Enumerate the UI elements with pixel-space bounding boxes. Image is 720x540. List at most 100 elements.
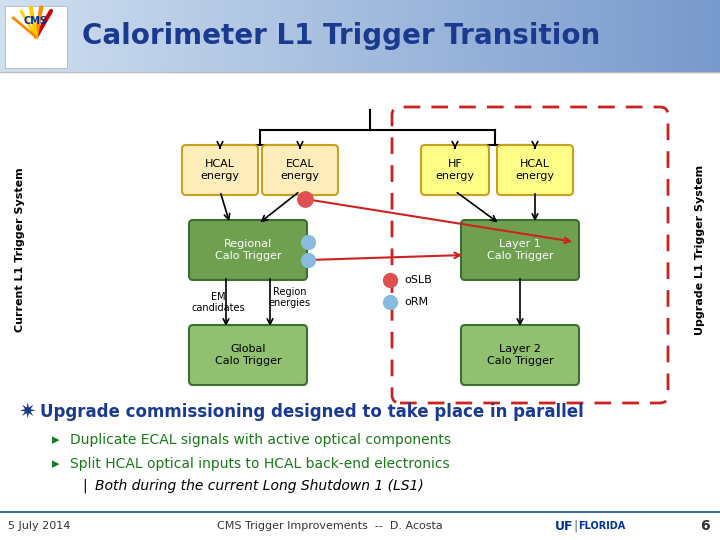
Bar	[461, 0, 462, 72]
Bar	[500, 0, 501, 72]
Bar	[536, 0, 537, 72]
Bar	[358, 0, 359, 72]
Bar	[399, 0, 400, 72]
Bar	[190, 0, 191, 72]
Bar	[444, 0, 445, 72]
Bar	[253, 0, 254, 72]
Bar	[599, 0, 600, 72]
Bar	[572, 0, 573, 72]
Bar	[270, 0, 271, 72]
Bar	[515, 0, 516, 72]
Bar	[508, 0, 509, 72]
Bar	[228, 0, 229, 72]
Bar	[199, 0, 200, 72]
Bar	[639, 0, 640, 72]
Bar	[636, 0, 637, 72]
Bar	[212, 0, 213, 72]
Bar	[524, 0, 525, 72]
Bar	[420, 0, 421, 72]
Bar	[495, 0, 496, 72]
Bar	[667, 0, 668, 72]
Bar	[407, 0, 408, 72]
Bar	[700, 0, 701, 72]
Bar	[411, 0, 412, 72]
Bar	[601, 0, 602, 72]
Bar	[574, 0, 575, 72]
Bar	[69, 0, 70, 72]
Bar	[685, 0, 686, 72]
Bar	[558, 0, 559, 72]
Text: HCAL
energy: HCAL energy	[200, 159, 240, 181]
Bar	[13, 0, 14, 72]
Bar	[359, 0, 360, 72]
Bar	[177, 0, 178, 72]
Bar	[363, 0, 364, 72]
Bar	[137, 0, 138, 72]
Bar	[208, 0, 209, 72]
Bar	[156, 0, 157, 72]
Bar	[157, 0, 158, 72]
Bar	[125, 0, 126, 72]
Bar	[311, 0, 312, 72]
Bar	[672, 0, 673, 72]
Bar	[143, 0, 144, 72]
Bar	[543, 0, 544, 72]
Bar	[451, 0, 452, 72]
Bar	[274, 0, 275, 72]
Bar	[338, 0, 339, 72]
Bar	[557, 0, 558, 72]
Bar	[597, 0, 598, 72]
Bar	[533, 0, 534, 72]
Bar	[230, 0, 231, 72]
Bar	[696, 0, 697, 72]
Bar	[571, 0, 572, 72]
Text: Upgrade commissioning designed to take place in parallel: Upgrade commissioning designed to take p…	[40, 403, 584, 421]
Bar	[661, 0, 662, 72]
Bar	[112, 0, 113, 72]
Text: CMS: CMS	[24, 16, 48, 26]
Bar	[624, 0, 625, 72]
Bar	[376, 0, 377, 72]
Bar	[145, 0, 146, 72]
Bar	[216, 0, 217, 72]
Bar	[387, 0, 388, 72]
Bar	[664, 0, 665, 72]
Bar	[356, 0, 357, 72]
Text: Global
Calo Trigger: Global Calo Trigger	[215, 344, 282, 366]
Bar	[669, 0, 670, 72]
Bar	[408, 0, 409, 72]
Bar	[64, 0, 65, 72]
Bar	[164, 0, 165, 72]
Bar	[111, 0, 112, 72]
Bar	[637, 0, 638, 72]
Bar	[14, 0, 15, 72]
Bar	[196, 0, 197, 72]
Bar	[8, 0, 9, 72]
Bar	[138, 0, 139, 72]
Bar	[686, 0, 687, 72]
Bar	[446, 0, 447, 72]
Bar	[422, 0, 423, 72]
Bar	[400, 0, 401, 72]
Bar	[631, 0, 632, 72]
Bar	[544, 0, 545, 72]
Text: Current L1 Trigger System: Current L1 Trigger System	[15, 168, 25, 332]
Bar	[291, 0, 292, 72]
Bar	[323, 0, 324, 72]
Bar	[651, 0, 652, 72]
Bar	[227, 0, 228, 72]
Bar	[564, 0, 565, 72]
Bar	[258, 0, 259, 72]
Bar	[188, 0, 189, 72]
Bar	[695, 0, 696, 72]
Bar	[94, 0, 95, 72]
Bar	[249, 0, 250, 72]
Bar	[496, 0, 497, 72]
Bar	[447, 0, 448, 72]
Bar	[560, 0, 561, 72]
Bar	[115, 0, 116, 72]
Bar	[61, 0, 62, 72]
Bar	[435, 0, 436, 72]
Bar	[300, 0, 301, 72]
Bar	[88, 0, 89, 72]
